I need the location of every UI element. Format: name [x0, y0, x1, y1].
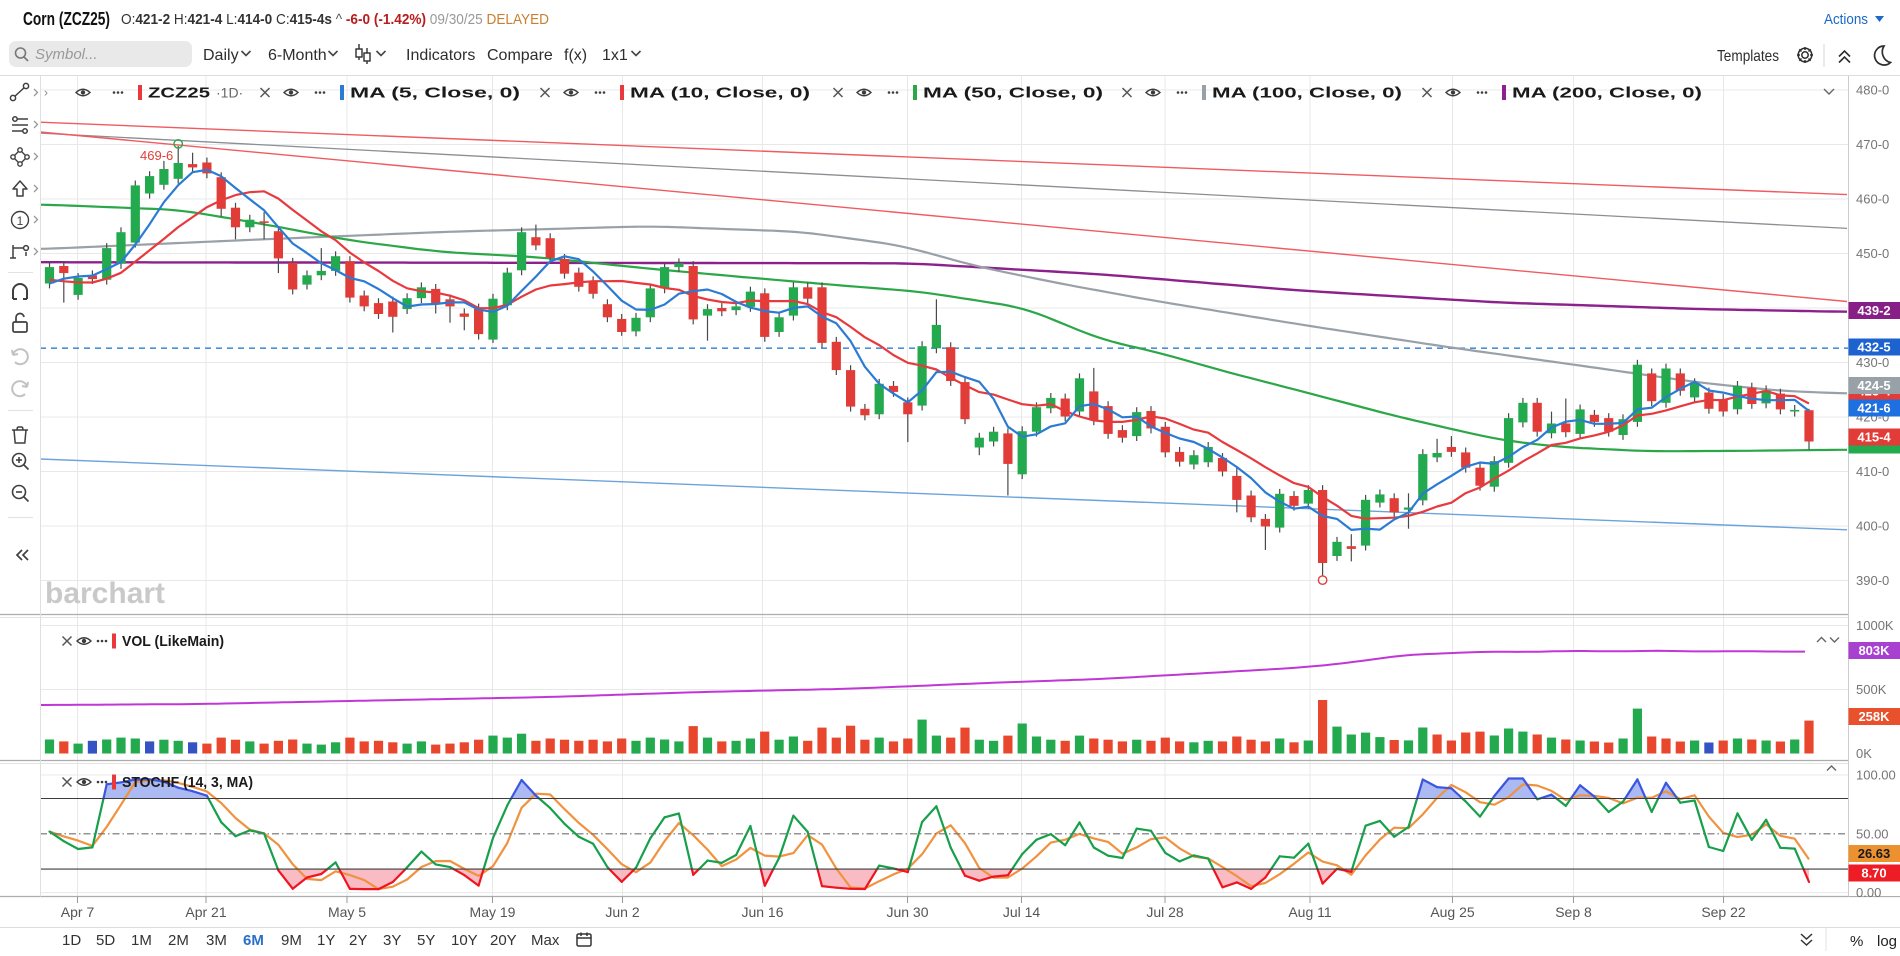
svg-text:20Y: 20Y — [490, 932, 517, 949]
svg-text:2M: 2M — [168, 932, 189, 949]
svg-text:10Y: 10Y — [451, 932, 478, 949]
svg-text:Compare: Compare — [487, 47, 553, 64]
svg-text:MA (50, Close, 0): MA (50, Close, 0) — [923, 85, 1103, 102]
svg-text:439-2: 439-2 — [1857, 303, 1890, 318]
svg-text:Jul 28: Jul 28 — [1146, 904, 1184, 920]
svg-text:9M: 9M — [281, 932, 302, 949]
svg-text:3Y: 3Y — [383, 932, 401, 949]
svg-text:MA (5, Close, 0): MA (5, Close, 0) — [350, 85, 520, 102]
svg-text:›: › — [44, 86, 48, 100]
svg-text:%: % — [1850, 933, 1863, 950]
svg-text:Jun 2: Jun 2 — [605, 904, 639, 920]
svg-text:2Y: 2Y — [349, 932, 367, 949]
svg-text:Apr 7: Apr 7 — [61, 904, 95, 920]
svg-text:469-6: 469-6 — [140, 148, 173, 163]
svg-text:258K: 258K — [1858, 709, 1890, 724]
svg-text:0.00: 0.00 — [1856, 885, 1881, 900]
svg-text:May 19: May 19 — [470, 904, 516, 920]
svg-text:410-0: 410-0 — [1856, 464, 1889, 479]
svg-text:·1D·: ·1D· — [216, 85, 243, 101]
svg-text:421-6: 421-6 — [1857, 401, 1890, 416]
svg-text:430-0: 430-0 — [1856, 355, 1889, 370]
svg-text:3M: 3M — [206, 932, 227, 949]
svg-text:MA (100, Close, 0): MA (100, Close, 0) — [1212, 85, 1402, 102]
svg-text:0K: 0K — [1856, 746, 1872, 761]
svg-text:6-Month: 6-Month — [268, 47, 327, 64]
svg-text:Aug 11: Aug 11 — [1288, 904, 1332, 920]
svg-text:Jun 30: Jun 30 — [886, 904, 928, 920]
svg-text:480-0: 480-0 — [1856, 83, 1889, 98]
svg-text:Max: Max — [531, 932, 560, 949]
svg-text:1M: 1M — [131, 932, 152, 949]
svg-text:MA (200, Close, 0): MA (200, Close, 0) — [1512, 85, 1702, 102]
svg-text:500K: 500K — [1856, 682, 1887, 697]
svg-text:Apr 21: Apr 21 — [185, 904, 226, 920]
svg-text:Daily: Daily — [203, 47, 239, 64]
svg-text:STOCHF (14, 3, MA): STOCHF (14, 3, MA) — [122, 774, 253, 791]
svg-text:O:421-2 H:421-4 L:414-0 C:415-: O:421-2 H:421-4 L:414-0 C:415-4s ^ -6-0 … — [121, 11, 549, 28]
svg-text:450-0: 450-0 — [1856, 246, 1889, 261]
svg-text:803K: 803K — [1858, 643, 1890, 658]
svg-text:Templates: Templates — [1717, 48, 1779, 65]
svg-text:1000K: 1000K — [1856, 618, 1894, 633]
svg-text:log: log — [1877, 933, 1897, 950]
svg-text:26.63: 26.63 — [1858, 846, 1891, 861]
svg-text:ZCZ25: ZCZ25 — [148, 85, 210, 102]
svg-text:100.00: 100.00 — [1856, 768, 1896, 783]
svg-text:1D: 1D — [62, 932, 81, 949]
svg-text:390-0: 390-0 — [1856, 573, 1889, 588]
svg-text:Jun 16: Jun 16 — [741, 904, 783, 920]
svg-text:460-0: 460-0 — [1856, 192, 1889, 207]
svg-text:415-4: 415-4 — [1857, 430, 1891, 445]
svg-text:424-5: 424-5 — [1857, 378, 1890, 393]
svg-text:Indicators: Indicators — [406, 47, 475, 64]
svg-text:VOL (LikeMain): VOL (LikeMain) — [122, 633, 224, 650]
svg-text:Corn (ZCZ25): Corn (ZCZ25) — [23, 9, 110, 29]
svg-text:Symbol...: Symbol... — [35, 46, 98, 63]
svg-text:6M: 6M — [243, 932, 264, 949]
svg-text:MA (10, Close, 0): MA (10, Close, 0) — [630, 85, 810, 102]
svg-text:400-0: 400-0 — [1856, 519, 1889, 534]
svg-text:Aug 25: Aug 25 — [1430, 904, 1475, 920]
svg-text:Actions: Actions — [1824, 11, 1868, 28]
svg-text:Sep 22: Sep 22 — [1701, 904, 1746, 920]
svg-text:432-5: 432-5 — [1857, 340, 1890, 355]
svg-text:1: 1 — [17, 214, 24, 228]
svg-text:barchart: barchart — [45, 577, 165, 610]
svg-text:f(x): f(x) — [564, 47, 587, 64]
svg-text:May 5: May 5 — [328, 904, 366, 920]
svg-text:Jul 14: Jul 14 — [1003, 904, 1041, 920]
svg-text:Sep 8: Sep 8 — [1555, 904, 1592, 920]
svg-text:1Y: 1Y — [317, 932, 335, 949]
svg-text:1x1: 1x1 — [602, 47, 628, 64]
svg-text:5Y: 5Y — [417, 932, 435, 949]
svg-text:5D: 5D — [96, 932, 115, 949]
svg-text:8.70: 8.70 — [1861, 866, 1886, 881]
svg-text:50.00: 50.00 — [1856, 826, 1889, 841]
svg-text:470-0: 470-0 — [1856, 137, 1889, 152]
